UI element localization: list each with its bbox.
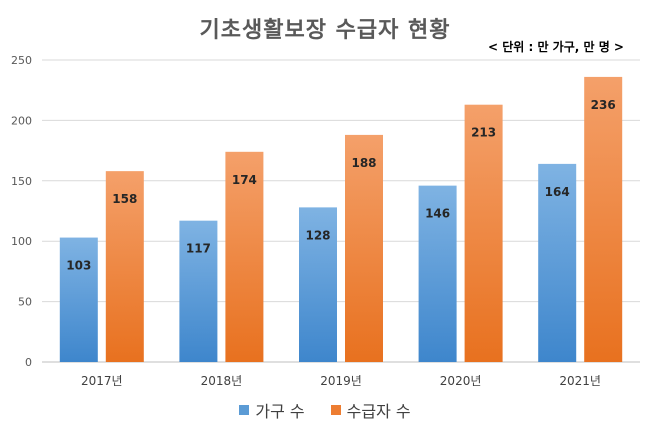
y-tick-label: 250 — [11, 54, 32, 67]
y-tick-label: 50 — [18, 296, 32, 309]
bar-households — [418, 185, 457, 362]
y-tick-label: 0 — [25, 356, 32, 369]
data-label-recipients: 213 — [471, 126, 496, 140]
bar-households — [538, 163, 577, 362]
x-tick-label: 2018년 — [201, 374, 243, 388]
bar-recipients — [464, 104, 503, 363]
x-tick-label: 2021년 — [559, 374, 601, 388]
data-label-households: 146 — [425, 207, 450, 221]
unit-note: < 단위 : 만 가구, 만 명 > — [488, 40, 624, 54]
legend-swatch-recipients — [330, 405, 341, 415]
data-label-recipients: 158 — [112, 192, 137, 206]
data-label-households: 103 — [66, 259, 91, 273]
data-label-recipients: 236 — [591, 98, 616, 112]
y-tick-label: 150 — [11, 175, 32, 188]
legend-label-recipients: 수급자 수 — [346, 402, 411, 421]
legend-item-households: 가구 수 — [239, 398, 305, 422]
legend: 가구 수 수급자 수 — [0, 398, 650, 422]
data-label-recipients: 188 — [351, 156, 376, 170]
legend-item-recipients: 수급자 수 — [330, 398, 411, 422]
x-tick-label: 2019년 — [320, 374, 362, 388]
chart-title: 기초생활보장 수급자 현황 — [199, 18, 451, 43]
y-tick-label: 100 — [11, 235, 32, 248]
data-label-households: 117 — [186, 242, 211, 256]
bar-recipients — [225, 151, 264, 362]
y-tick-label: 200 — [11, 114, 32, 127]
bar-recipients — [584, 76, 623, 363]
bar-recipients — [105, 171, 144, 362]
x-tick-label: 2017년 — [81, 374, 123, 388]
legend-label-households: 가구 수 — [255, 402, 305, 421]
x-tick-label: 2020년 — [440, 374, 482, 388]
legend-swatch-households — [239, 405, 250, 415]
bar-households — [299, 207, 337, 362]
bar-recipients — [345, 134, 383, 362]
bar-households — [59, 237, 98, 362]
bar-households — [179, 220, 218, 362]
data-label-recipients: 174 — [232, 173, 257, 187]
data-label-households: 128 — [305, 228, 330, 242]
data-label-households: 164 — [545, 185, 570, 199]
